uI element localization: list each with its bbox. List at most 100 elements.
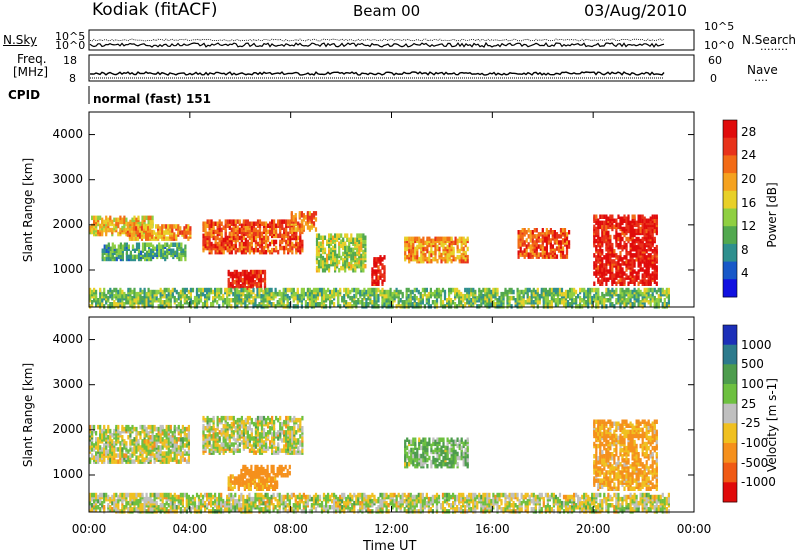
velocity-colorbar-tick: -25 [741, 416, 761, 431]
power-colorbar-tick: 12 [741, 219, 757, 234]
x-tick-label: 08:00 [273, 522, 308, 536]
velocity-colorbar-tick: 100 [741, 377, 764, 391]
nave-label: Nave [747, 63, 778, 77]
noise-left-tick-top: 10^5 [55, 30, 86, 43]
velocity-region-1 [202, 415, 304, 455]
noise-right-tick-top: 10^5 [704, 20, 735, 33]
power-y-tick-label: 2000 [52, 216, 83, 231]
nsearch-label: N.Search [742, 33, 797, 47]
x-tick-label: 16:00 [475, 522, 510, 536]
freq-tick-top: 18 [63, 54, 77, 67]
velocity-region-6 [89, 492, 670, 514]
velocity-colorbar-frame [722, 324, 738, 503]
panel-axes [88, 111, 695, 513]
power-region-1 [101, 242, 187, 262]
power-panel [89, 211, 670, 309]
power-colorbar-tick: 16 [741, 195, 757, 210]
velocity-colorbar-tick: 500 [741, 357, 764, 372]
power-colorbar-swatch [723, 120, 737, 139]
power-colorbar-frame [722, 119, 738, 298]
power-y-tick-label: 1000 [52, 261, 83, 276]
power-region-8 [404, 236, 469, 264]
velocity-colorbar-swatch [723, 423, 737, 444]
power-region-9 [517, 228, 571, 259]
power-colorbar-swatch [723, 261, 737, 280]
velocity-colorbar-swatch [723, 482, 737, 503]
noise-left-tick-bottom: 10^0 [55, 39, 86, 52]
nsky-trace [89, 41, 665, 48]
power-colorbar-swatch [723, 173, 737, 192]
velocity-colorbar-tick: 25 [741, 396, 757, 411]
velocity-region-3 [240, 464, 291, 478]
power-colorbar-swatch [723, 208, 737, 227]
freq-label: Freq. [17, 52, 47, 66]
cpid-label: CPID [8, 88, 41, 102]
nave-tick-top: 60 [708, 54, 722, 67]
power-region-7 [371, 255, 386, 286]
power-colorbar-swatch [723, 190, 737, 209]
freq-traces [89, 71, 665, 79]
power-colorbar-tick: 28 [741, 124, 757, 139]
nsky-label: N.Sky [3, 33, 38, 47]
x-tick-label: 20:00 [575, 522, 611, 536]
colorbars [722, 119, 738, 503]
velocity-colorbar-swatch [723, 325, 737, 346]
power-colorbar-label: Power [dB] [765, 182, 779, 248]
power-colorbar-tick: 20 [741, 172, 757, 186]
power-colorbar-swatch [723, 137, 737, 156]
velocity-colorbar-swatch [723, 344, 737, 365]
velocity-colorbar-swatch [723, 384, 737, 405]
freq-strip-frame [88, 54, 695, 82]
power-colorbar-swatch [723, 226, 737, 245]
noise-strip-frame [88, 29, 695, 51]
velocity-ylabel: Slant Range [km] [21, 362, 35, 468]
power-y-tick-label: 4000 [52, 126, 83, 141]
x-tick-label: 04:00 [172, 522, 208, 536]
xlabel: Time UT [363, 539, 417, 554]
nsearch-trace [89, 38, 665, 42]
power-region-5 [290, 211, 318, 232]
beam-title: Beam 00 [353, 2, 421, 20]
power-colorbar-swatch [723, 279, 737, 298]
date-title: 03/Aug/2010 [584, 1, 688, 20]
velocity-colorbar-tick: -1000 [741, 475, 776, 490]
power-region-2 [126, 224, 192, 241]
velocity-region-0 [89, 424, 190, 464]
velocity-colorbar-tick: -100 [741, 436, 769, 450]
power-colorbar-swatch [723, 243, 737, 262]
power-region-6 [315, 233, 367, 273]
velocity-colorbar-swatch [723, 443, 737, 464]
velocity-y-tick-label: 3000 [52, 376, 83, 391]
velocity-colorbar-swatch [723, 364, 737, 385]
power-y-tick-label: 3000 [52, 171, 83, 186]
power-region-3 [202, 219, 304, 255]
velocity-region-5 [593, 419, 658, 491]
velocity-colorbar-swatch [723, 462, 737, 483]
nsearch-marker: ........ [760, 40, 788, 53]
power-region-4 [227, 269, 267, 291]
x-tick-label: 12:00 [374, 522, 409, 536]
velocity-y-tick-label: 1000 [52, 466, 83, 481]
velocity-colorbar-swatch [723, 403, 737, 424]
nave-marker: .... [754, 71, 768, 84]
power-region-11 [89, 287, 670, 309]
velocity-region-4 [404, 437, 469, 469]
velocity-y-tick-label: 2000 [52, 421, 83, 436]
freq-unit-label: [MHz] [13, 65, 49, 79]
velocity-colorbar-tick: 1000 [741, 337, 772, 352]
power-colorbar-swatch [723, 155, 737, 174]
station-title: Kodiak (fitACF) [92, 0, 218, 20]
velocity-panel [89, 415, 670, 514]
noise-right-tick-bottom: 10^0 [704, 39, 735, 52]
nave-tick-bottom: 0 [710, 72, 717, 85]
cpid-value: normal (fast) 151 [93, 92, 211, 106]
freq-trace [89, 71, 665, 76]
power-colorbar-tick: 4 [741, 266, 749, 281]
power-colorbar-tick: 8 [741, 242, 749, 257]
noise-traces [89, 38, 665, 48]
freq-tick-bottom: 8 [69, 72, 76, 85]
power-colorbar-tick: 24 [741, 148, 757, 163]
x-tick-label: 00:00 [71, 522, 107, 536]
